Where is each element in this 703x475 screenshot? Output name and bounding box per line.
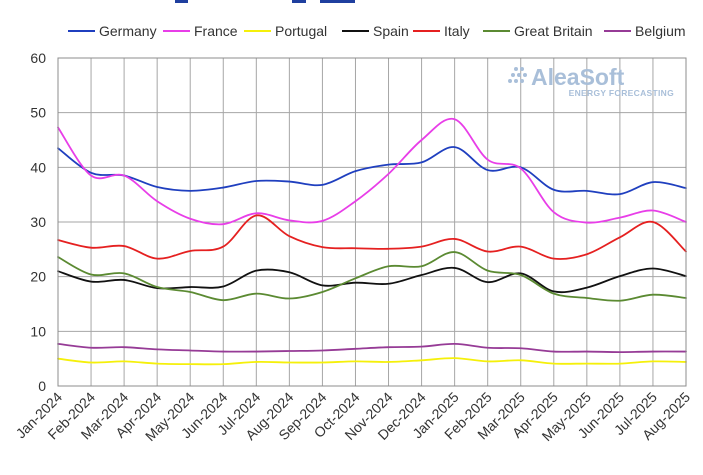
y-tick-label: 50 [30, 105, 46, 121]
y-tick-label: 20 [30, 269, 46, 285]
series-line-italy [57, 214, 687, 260]
legend-label-great-britain: Great Britain [514, 23, 593, 39]
legend-label-belgium: Belgium [635, 23, 686, 39]
title-fragment [320, 0, 355, 3]
legend-label-germany: Germany [99, 23, 157, 39]
logo-dots-icon [508, 67, 527, 83]
series-lines [57, 117, 687, 366]
title-strip [175, 0, 355, 3]
legend-label-france: France [194, 23, 238, 39]
title-fragment [292, 0, 306, 3]
y-tick-label: 60 [30, 50, 46, 66]
y-tick-label: 30 [30, 214, 46, 230]
series-line-great-britain [57, 251, 687, 302]
legend: Germany France Portugal Spain Italy Great Bri… [68, 23, 686, 39]
series-line-germany [57, 146, 687, 196]
series-line-belgium [57, 343, 687, 354]
y-tick-label: 40 [30, 159, 46, 175]
logo-text: AleaSoft [531, 64, 625, 90]
title-fragment [175, 0, 188, 3]
legend-label-spain: Spain [373, 23, 409, 39]
y-tick-label: 10 [30, 323, 46, 339]
aleasoft-logo: AleaSoft ENERGY FORECASTING [508, 64, 674, 98]
series-line-portugal [57, 357, 687, 366]
legend-label-italy: Italy [444, 23, 470, 39]
legend-label-portugal: Portugal [275, 23, 327, 39]
y-axis-ticks: 0 10 20 30 40 50 60 [30, 50, 46, 394]
series-line-france [57, 117, 687, 226]
y-tick-label: 0 [38, 378, 46, 394]
plot-border [57, 57, 687, 387]
logo-subtitle: ENERGY FORECASTING [569, 88, 674, 98]
